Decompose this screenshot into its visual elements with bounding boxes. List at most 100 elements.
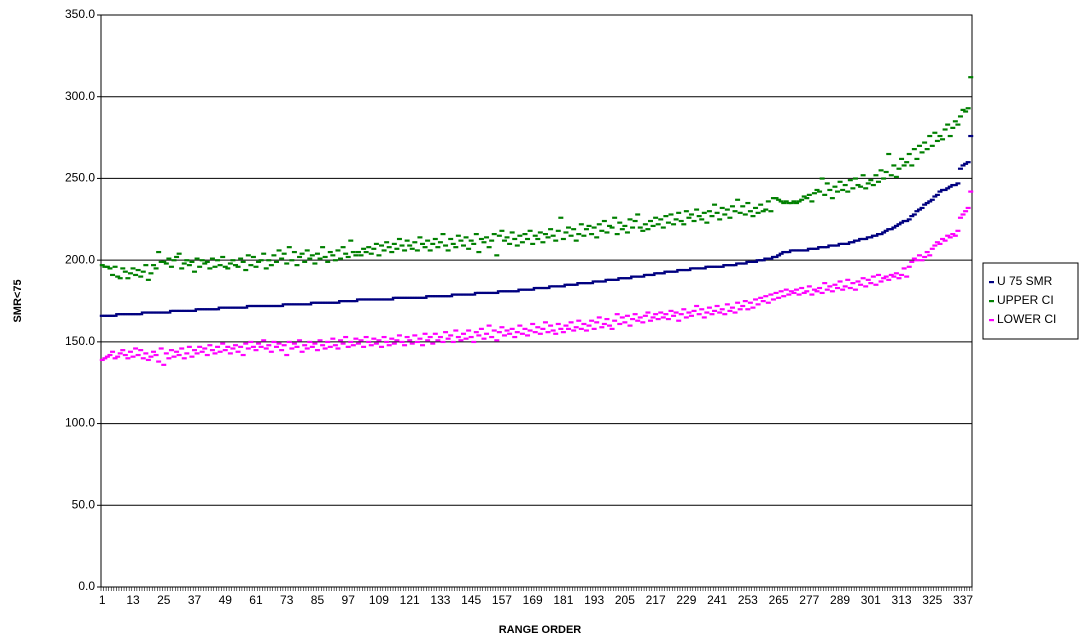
point bbox=[417, 337, 423, 340]
point bbox=[381, 298, 387, 301]
point bbox=[770, 298, 776, 301]
point bbox=[507, 332, 513, 335]
point bbox=[804, 197, 810, 200]
point bbox=[504, 329, 510, 332]
point bbox=[763, 208, 769, 211]
point bbox=[422, 246, 428, 249]
point bbox=[174, 255, 180, 259]
point bbox=[614, 278, 620, 281]
point bbox=[489, 291, 495, 295]
point bbox=[217, 264, 223, 267]
point bbox=[302, 303, 308, 306]
point bbox=[578, 223, 584, 226]
point bbox=[294, 303, 300, 306]
point bbox=[407, 296, 413, 299]
point bbox=[755, 303, 761, 306]
point bbox=[271, 254, 277, 257]
point bbox=[140, 311, 146, 314]
point bbox=[694, 208, 700, 211]
point bbox=[683, 210, 689, 213]
point bbox=[604, 231, 610, 234]
point bbox=[491, 291, 497, 295]
point bbox=[222, 265, 228, 268]
point bbox=[215, 259, 221, 262]
point bbox=[932, 195, 938, 198]
point bbox=[589, 319, 595, 322]
point bbox=[809, 247, 815, 250]
point bbox=[153, 267, 159, 270]
point bbox=[681, 268, 687, 272]
point bbox=[468, 293, 474, 296]
point bbox=[117, 277, 123, 280]
point bbox=[914, 259, 920, 262]
point bbox=[548, 285, 554, 288]
point bbox=[371, 247, 377, 250]
point bbox=[340, 342, 346, 345]
point bbox=[786, 250, 792, 254]
point bbox=[630, 275, 636, 278]
point bbox=[525, 334, 531, 337]
point bbox=[197, 345, 203, 348]
point bbox=[166, 357, 172, 360]
point bbox=[330, 254, 336, 257]
point bbox=[496, 234, 502, 237]
point bbox=[573, 239, 579, 242]
point bbox=[473, 331, 479, 334]
point bbox=[712, 309, 718, 313]
point bbox=[678, 219, 684, 223]
point bbox=[863, 237, 869, 241]
point bbox=[650, 273, 656, 277]
point bbox=[952, 183, 958, 187]
point bbox=[261, 339, 267, 342]
point bbox=[138, 349, 144, 352]
point bbox=[563, 283, 569, 286]
point bbox=[345, 300, 351, 303]
point bbox=[911, 257, 917, 260]
point bbox=[686, 268, 692, 272]
point bbox=[402, 249, 408, 252]
point bbox=[542, 286, 548, 290]
point bbox=[525, 288, 531, 291]
point bbox=[765, 257, 771, 260]
point bbox=[376, 339, 382, 342]
point bbox=[199, 259, 205, 262]
point bbox=[596, 223, 602, 226]
legend-marker bbox=[989, 300, 994, 303]
point bbox=[174, 350, 180, 353]
point bbox=[824, 288, 830, 291]
point bbox=[627, 218, 633, 221]
point bbox=[325, 340, 331, 344]
legend-marker bbox=[989, 281, 994, 284]
point bbox=[430, 242, 436, 245]
point bbox=[322, 255, 328, 259]
point bbox=[558, 216, 564, 219]
point bbox=[404, 239, 410, 242]
point bbox=[911, 148, 917, 151]
point bbox=[309, 301, 315, 304]
point bbox=[911, 213, 917, 216]
point bbox=[729, 264, 735, 267]
point bbox=[704, 221, 710, 224]
point bbox=[427, 249, 433, 252]
point bbox=[514, 244, 520, 247]
point bbox=[161, 363, 167, 366]
point bbox=[586, 224, 592, 228]
point bbox=[432, 295, 438, 298]
point bbox=[875, 232, 881, 236]
point bbox=[573, 283, 579, 286]
point bbox=[891, 275, 897, 278]
point bbox=[122, 313, 128, 316]
point bbox=[248, 304, 254, 308]
point bbox=[617, 277, 623, 280]
point bbox=[576, 232, 582, 236]
point bbox=[391, 342, 397, 345]
point bbox=[814, 290, 820, 293]
point bbox=[181, 357, 187, 360]
point bbox=[870, 234, 876, 237]
y-tick-label: 250.0 bbox=[65, 171, 95, 185]
point bbox=[220, 255, 226, 259]
point bbox=[916, 254, 922, 257]
point bbox=[225, 306, 231, 309]
point bbox=[235, 306, 241, 309]
point bbox=[115, 275, 121, 278]
